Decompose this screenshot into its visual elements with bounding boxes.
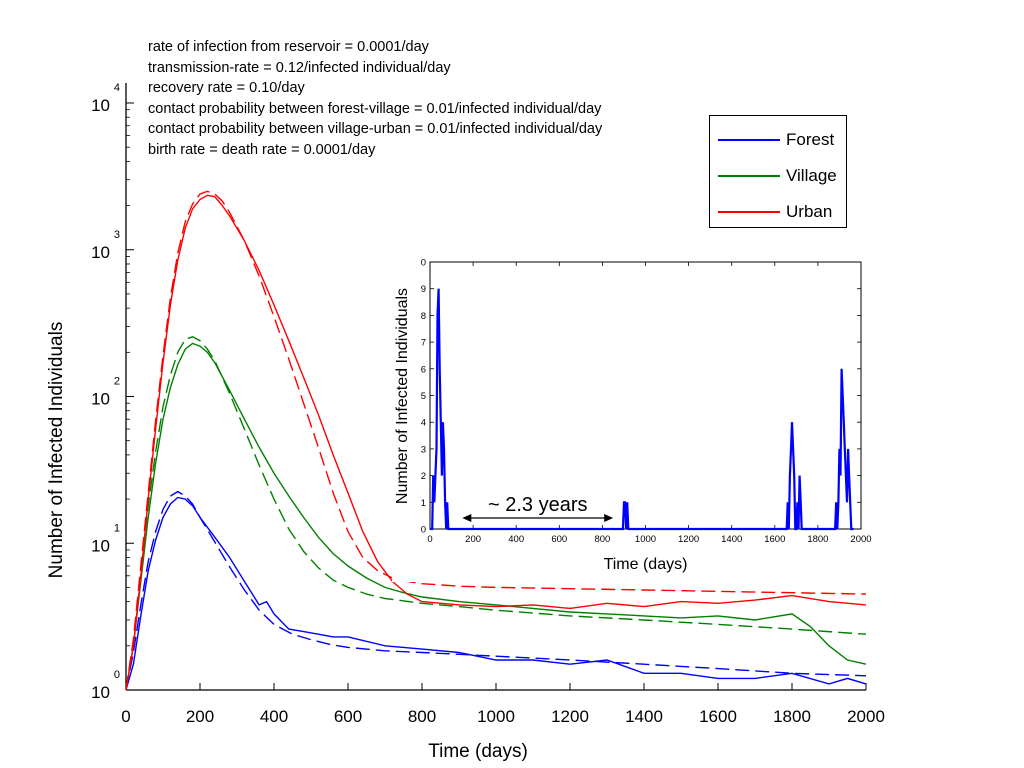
inset-y-tick-label-5: 5: [421, 391, 426, 402]
inset-y-tick-label-top: 0: [421, 258, 426, 269]
param-recovery-rate: recovery rate = 0.10/day: [148, 80, 305, 96]
inset-y-tick-label-4: 4: [421, 418, 426, 429]
series-village-dashed-line: [125, 336, 867, 691]
main-y-tick-label-base: 10: [91, 243, 110, 262]
param-reservoir-rate: rate of infection from reservoir = 0.000…: [148, 39, 429, 55]
inset-y-tick-label-2: 2: [421, 471, 426, 482]
main-y-tick-label-exponent: 2: [114, 376, 120, 388]
series-village-solid-line: [125, 342, 867, 691]
interval-arrow-head-left: [462, 514, 472, 522]
interval-annotation: ~ 2.3 years: [488, 494, 588, 516]
inset-x-tick-label-400: 400: [508, 534, 524, 545]
param-forest-village-contact: contact probability between forest-villa…: [148, 100, 602, 117]
main-y-tick-label-base: 10: [91, 536, 110, 555]
legend-label-village: Village: [786, 166, 837, 185]
main-y-axis-label: Number of Infected Individuals: [46, 322, 67, 579]
legend-swatch-forest: [718, 139, 780, 141]
param-transmission-rate: transmission-rate = 0.12/infected indivi…: [148, 59, 451, 76]
legend-item-forest: Forest: [710, 130, 846, 150]
param-village-urban-contact: contact probability between village-urba…: [148, 121, 603, 137]
main-y-tick-label-exponent: 3: [114, 229, 120, 241]
legend-swatch-urban: [718, 211, 780, 213]
model-parameters: rate of infection from reservoir = 0.000…: [148, 37, 602, 160]
main-x-tick-label-1000: 1000: [477, 707, 515, 726]
main-x-tick-label-200: 200: [186, 707, 214, 726]
main-x-tick-label-1600: 1600: [699, 707, 737, 726]
inset-x-tick-label-200: 200: [465, 534, 481, 545]
main-y-tick-label-base: 10: [91, 96, 110, 115]
legend-label-forest: Forest: [786, 130, 835, 149]
main-y-tick-label-exponent: 0: [114, 669, 120, 681]
inset-y-tick-label-6: 6: [421, 364, 426, 375]
inset-x-tick-label-1400: 1400: [721, 534, 742, 545]
inset-x-tick-label-1000: 1000: [635, 534, 656, 545]
series-urban-solid-line: [125, 194, 867, 691]
legend-item-village: Village: [710, 166, 846, 186]
main-x-tick-label-1800: 1800: [773, 707, 811, 726]
main-x-tick-label-2000: 2000: [847, 707, 885, 726]
legend: Forest Village Urban: [709, 115, 847, 228]
main-y-tick-label-base: 10: [91, 390, 110, 409]
inset-x-tick-label-1800: 1800: [807, 534, 828, 545]
legend-swatch-village: [718, 175, 780, 177]
main-x-tick-label-0: 0: [121, 707, 130, 726]
inset-plot-frame: [429, 261, 862, 530]
series-forest-dashed-line: [125, 490, 867, 691]
inset-x-tick-label-800: 800: [594, 534, 610, 545]
inset-y-tick-label-7: 7: [421, 338, 426, 349]
main-y-tick-label-exponent: 4: [114, 82, 120, 94]
series-forest-solid-line: [125, 496, 867, 691]
main-x-tick-label-1400: 1400: [625, 707, 663, 726]
interval-arrow-head-right: [604, 514, 614, 522]
inset-y-axis-label: Number of Infected Individuals: [394, 288, 411, 504]
series-urban-dashed-line: [125, 190, 867, 691]
param-birth-death-rate: birth rate = death rate = 0.0001/day: [148, 141, 376, 158]
legend-item-urban: Urban: [710, 202, 846, 222]
main-y-tick-label-exponent: 1: [114, 522, 120, 534]
inset-y-tick-label-3: 3: [421, 444, 426, 455]
inset-y-tick-label-1: 1: [421, 498, 426, 509]
inset-y-tick-label-9: 9: [421, 284, 426, 295]
main-x-axis-label: Time (days): [428, 741, 528, 762]
inset-x-tick-label-1600: 1600: [764, 534, 785, 545]
inset-x-tick-label-0: 0: [427, 534, 432, 545]
inset-x-tick-label-1200: 1200: [678, 534, 699, 545]
legend-label-urban: Urban: [786, 202, 833, 221]
main-x-tick-label-400: 400: [260, 707, 288, 726]
inset-x-axis-label: Time (days): [604, 556, 688, 573]
inset-series-forest-line: [430, 288, 854, 531]
inset-y-tick-label-8: 8: [421, 311, 426, 322]
inset-panel: 0 200 400 600 800 1000 1200 1400 1600 1800 2000 0 1 2…: [392, 250, 879, 582]
main-x-tick-label-600: 600: [334, 707, 362, 726]
main-y-tick-label-base: 10: [91, 683, 110, 702]
main-x-tick-label-1200: 1200: [551, 707, 589, 726]
inset-x-tick-label-2000: 2000: [850, 534, 871, 545]
inset-chart: 0 200 400 600 800 1000 1200 1400 1600 1800 2000 0 1 2…: [394, 258, 872, 574]
inset-x-tick-label-600: 600: [551, 534, 567, 545]
inset-y-tick-label-0: 0: [421, 525, 426, 536]
main-x-tick-label-800: 800: [408, 707, 436, 726]
